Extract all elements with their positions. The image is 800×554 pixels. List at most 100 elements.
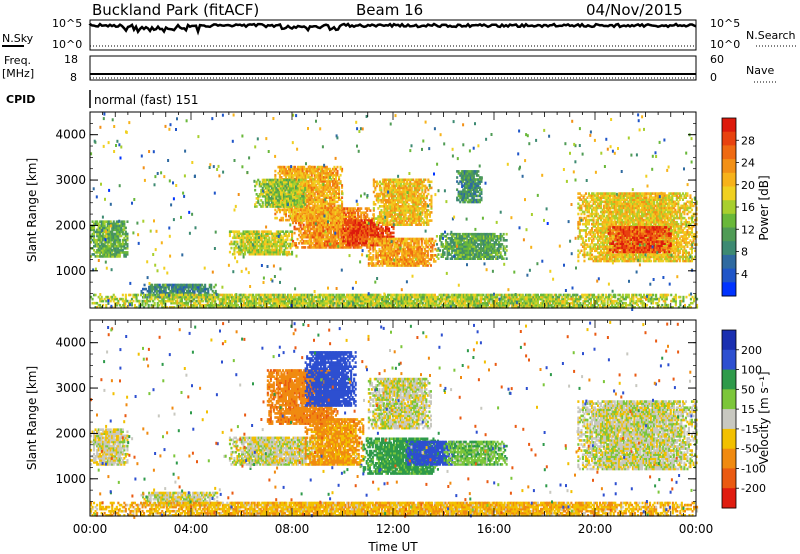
- data-cell-2667: [281, 190, 284, 194]
- data-cell-2993: [390, 247, 393, 251]
- data-cell-2321: [328, 196, 331, 199]
- data-cell-147: [254, 250, 257, 254]
- data-cell-4053: [449, 237, 452, 240]
- data-cell-2769: [293, 188, 296, 192]
- data-cell-2038: [310, 194, 313, 197]
- data-cell-3813: [413, 200, 416, 204]
- data-cell-1757: [292, 169, 295, 173]
- data-cell-1561: [278, 208, 281, 212]
- data-cell-1966: [306, 198, 309, 201]
- data-cell-2085: [313, 198, 316, 201]
- data-cell-3910: [421, 196, 424, 200]
- data-cell-3265: [425, 264, 428, 267]
- data-cell-1462: [380, 229, 383, 233]
- data-cell-2778: [295, 195, 298, 198]
- data-cell-3900: [419, 180, 422, 184]
- data-cell-3181: [413, 243, 416, 247]
- data-cell-4459: [456, 176, 459, 179]
- data-cell-2227: [322, 200, 325, 204]
- data-cell-1761: [294, 214, 297, 218]
- data-cell-877: [339, 229, 342, 233]
- data-cell-1416: [374, 233, 377, 237]
- data-cell-3165: [411, 254, 414, 257]
- data-cell-1972: [306, 184, 309, 187]
- data-cell-2708: [285, 182, 288, 186]
- data-cell-1386: [369, 219, 372, 222]
- data-cell-2510: [261, 180, 264, 184]
- data-cell-242: [266, 232, 269, 236]
- data-cell-1298: [359, 239, 362, 243]
- data-cell-2635: [278, 203, 281, 206]
- data-cell-3174: [413, 260, 416, 263]
- data-cell-4035: [446, 243, 449, 246]
- data-cell-1283: [356, 223, 359, 226]
- data-cell-1985: [307, 206, 310, 210]
- data-cell-3047: [396, 237, 399, 241]
- data-cell-1507: [388, 235, 391, 239]
- data-cell-3429: [384, 203, 387, 206]
- data-cell-1974: [306, 180, 309, 183]
- data-cell-86: [245, 240, 248, 244]
- data-cell-18: [233, 240, 236, 244]
- data-cell-4038: [446, 232, 449, 236]
- data-cell-1802: [295, 180, 298, 183]
- data-cell-2099: [313, 167, 316, 171]
- data-cell-3572: [395, 192, 398, 196]
- data-cell-1343: [365, 237, 368, 241]
- data-cell-3344: [375, 180, 378, 184]
- data-cell-863: [337, 219, 340, 223]
- data-cell-2693: [284, 193, 287, 196]
- data-cell-2794: [298, 195, 301, 198]
- data-cell-3449: [386, 205, 389, 208]
- data-cell-3967: [427, 180, 430, 184]
- data-cell-442: [301, 227, 304, 231]
- data-cell-1780: [294, 171, 297, 175]
- data-cell-1783: [294, 165, 297, 169]
- data-cell-32: [236, 236, 239, 240]
- data-cell-3062: [399, 256, 402, 259]
- data-cell-4081: [454, 243, 457, 246]
- data-cell-2486: [257, 197, 260, 200]
- data-cell-2611: [275, 201, 278, 204]
- data-cell-1142: [363, 217, 366, 221]
- data-cell-1973: [306, 182, 309, 185]
- data-cell-292: [274, 234, 277, 238]
- data-cell-305: [277, 252, 280, 256]
- data-cell-3192: [414, 245, 417, 249]
- data-cell-2921: [382, 262, 385, 265]
- data-cell-3211: [417, 262, 420, 265]
- data-cell-3333: [374, 186, 377, 190]
- data-cell-321: [278, 240, 281, 244]
- data-cell-2525: [264, 193, 267, 196]
- data-cell-3262: [423, 247, 426, 251]
- data-cell-1962: [306, 210, 309, 214]
- data-cell-2419: [336, 216, 339, 220]
- data-cell-3713: [406, 205, 409, 208]
- data-cell-4008: [440, 232, 443, 236]
- data-cell-1735: [291, 167, 294, 171]
- data-cell-1257: [353, 229, 356, 233]
- data-cell-1911: [303, 218, 306, 222]
- data-cell-3551: [394, 203, 397, 206]
- data-cell-3833: [415, 203, 418, 206]
- data-cell-3457: [386, 184, 389, 188]
- data-cell-2966: [387, 249, 390, 253]
- data-cell-2603: [273, 190, 276, 194]
- data-cell-2394: [333, 180, 336, 183]
- data-cell-272: [271, 232, 274, 236]
- data-cell-4019: [443, 245, 446, 248]
- data-cell-2361: [331, 202, 334, 206]
- data-cell-943: [343, 207, 346, 210]
- data-cell-3349: [377, 207, 380, 210]
- data-cell-1379: [369, 233, 372, 237]
- data-cell-1066: [354, 213, 357, 216]
- data-cell-276: [272, 244, 275, 248]
- data-cell-3829: [415, 213, 418, 216]
- data-cell-2649: [279, 201, 282, 204]
- data-cell-1453: [378, 221, 381, 224]
- data-cell-2719: [287, 186, 290, 190]
- data-cell-2202: [321, 200, 324, 204]
- data-cell-3980: [430, 207, 433, 210]
- data-cell-2770: [293, 182, 296, 186]
- date-title: 04/Nov/2015: [586, 1, 683, 19]
